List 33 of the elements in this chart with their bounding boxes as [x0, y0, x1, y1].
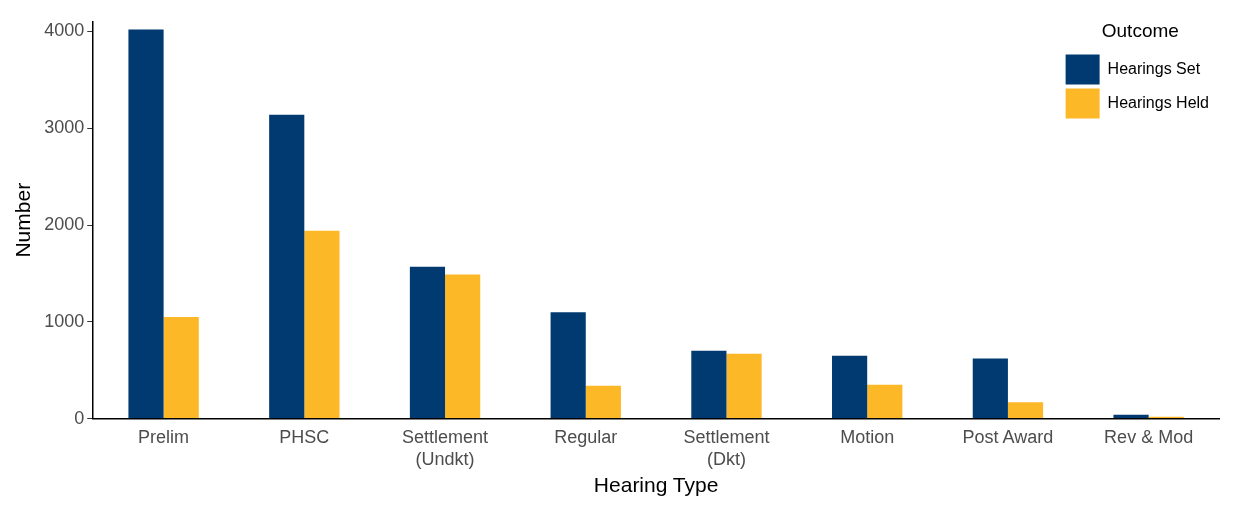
bar — [445, 274, 481, 419]
bar — [972, 358, 1008, 419]
y-tick-label: 0 — [74, 407, 85, 428]
bar — [269, 114, 305, 419]
bar — [550, 312, 586, 419]
bar — [409, 266, 446, 419]
x-tick-label: Motion — [840, 427, 895, 448]
x-tick-label: Settlement (Dkt) — [683, 427, 770, 469]
bar — [832, 355, 868, 419]
legend-title: Outcome — [1101, 19, 1179, 41]
bar — [163, 316, 199, 419]
legend-label: Hearings Held — [1107, 94, 1210, 112]
bar — [1113, 414, 1149, 419]
x-tick-label: Regular — [554, 427, 618, 448]
y-tick-label: 2000 — [44, 214, 85, 235]
bar — [304, 230, 340, 419]
bar — [1007, 402, 1044, 419]
y-axis-title: Number — [11, 182, 35, 258]
legend-label: Hearings Set — [1107, 60, 1201, 78]
y-tick-label: 3000 — [44, 117, 85, 138]
y-tick-label: 1000 — [44, 310, 85, 331]
bar — [585, 385, 621, 419]
bar — [128, 29, 164, 419]
x-tick-label: Rev & Mod — [1104, 427, 1194, 448]
x-tick-label: Post Award — [962, 427, 1054, 448]
y-tick-label: 4000 — [44, 20, 85, 41]
x-tick-label: Prelim — [138, 427, 190, 448]
x-tick-label: PHSC — [279, 427, 330, 448]
bar — [726, 353, 762, 419]
x-tick-label: Settlement (Undkt) — [402, 427, 489, 469]
x-axis-title: Hearing Type — [593, 473, 719, 497]
bar — [867, 384, 903, 419]
bar — [691, 350, 727, 419]
